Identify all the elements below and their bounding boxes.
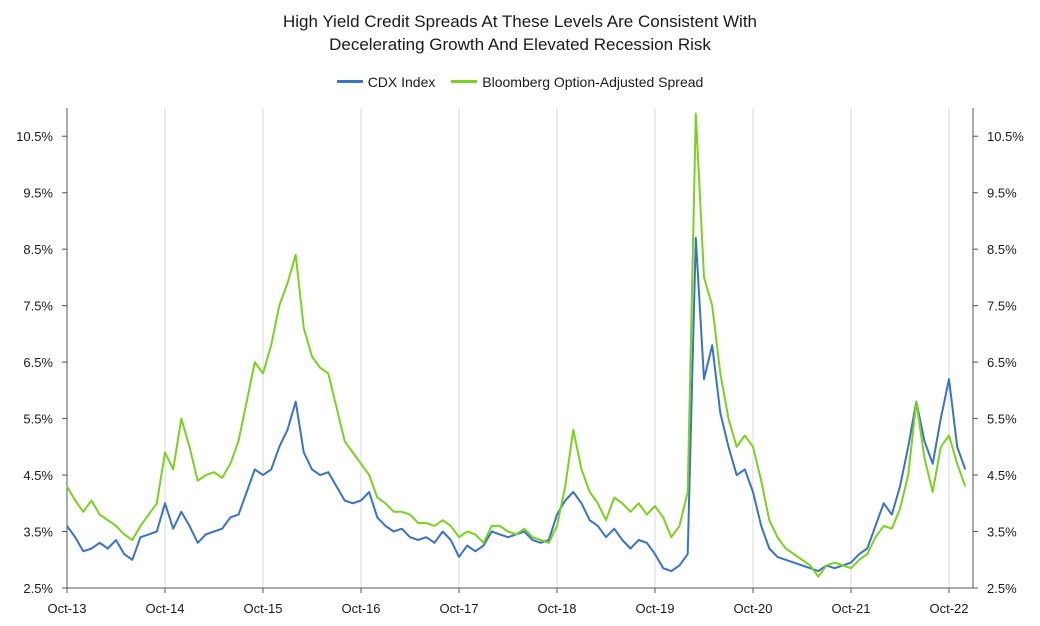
x-tick-label: Oct-15 <box>243 601 282 616</box>
legend-label-bloomberg: Bloomberg Option-Adjusted Spread <box>482 73 704 90</box>
axes <box>62 108 978 589</box>
legend-label-cdx: CDX Index <box>367 73 436 90</box>
x-tick-label: Oct-22 <box>929 601 968 616</box>
y-tick-label-left: 7.5% <box>23 299 53 314</box>
y-tick-label-left: 3.5% <box>23 525 53 540</box>
legend-swatch-bloomberg <box>451 80 478 83</box>
y-tick-label-left: 9.5% <box>23 186 53 201</box>
x-tick-label: Oct-19 <box>635 601 674 616</box>
x-tick-label: Oct-20 <box>733 601 772 616</box>
y-tick-label-left: 8.5% <box>23 242 53 257</box>
y-tick-label-left: 6.5% <box>23 355 53 370</box>
chart-title-line-2: Decelerating Growth And Elevated Recessi… <box>329 35 711 54</box>
x-tick-label: Oct-16 <box>341 601 380 616</box>
y-tick-label-right: 5.5% <box>987 412 1017 427</box>
y-tick-label-right: 8.5% <box>987 242 1017 257</box>
y-tick-label-right: 4.5% <box>987 468 1017 483</box>
legend-item-bloomberg: Bloomberg Option-Adjusted Spread <box>451 74 703 90</box>
x-tick-label: Oct-18 <box>537 601 576 616</box>
chart-title: High Yield Credit Spreads At These Level… <box>0 10 1040 56</box>
series-line-bloomberg-oas <box>66 112 967 578</box>
y-tick-label-right: 9.5% <box>987 186 1017 201</box>
x-tick-label: Oct-13 <box>47 601 86 616</box>
chart-title-line-1: High Yield Credit Spreads At These Level… <box>282 12 758 31</box>
y-tick-label-right: 6.5% <box>987 355 1017 370</box>
y-tick-label-right: 7.5% <box>987 299 1017 314</box>
y-tick-label-right: 2.5% <box>987 581 1017 596</box>
y-tick-label-left: 4.5% <box>23 468 53 483</box>
x-tick-label: Oct-17 <box>439 601 478 616</box>
chart-legend: CDX Index Bloomberg Option-Adjusted Spre… <box>0 70 1040 90</box>
vertical-gridlines <box>66 108 950 593</box>
y-tick-label-left: 5.5% <box>23 412 53 427</box>
legend-item-cdx: CDX Index <box>336 73 436 90</box>
y-tick-label-right: 10.5% <box>987 129 1024 144</box>
y-tick-label-left: 10.5% <box>16 129 53 144</box>
y-axis-left-labels: 2.5% 3.5% 4.5% 5.5% 6.5% 7.5% 8.5% 9.5% 10.5% <box>16 129 53 596</box>
y-tick-label-right: 3.5% <box>987 525 1017 540</box>
series-lines <box>66 112 967 578</box>
y-tick-label-left: 2.5% <box>23 581 53 596</box>
y-axis-right-labels: 2.5% 3.5% 4.5% 5.5% 6.5% 7.5% 8.5% 9.5% 10.5% <box>987 129 1024 596</box>
x-tick-label: Oct-14 <box>145 601 184 616</box>
legend-swatch-cdx <box>336 80 363 83</box>
x-axis-labels: Oct-13 Oct-14 Oct-15 Oct-16 Oct-17 Oct-18 Oct-… <box>47 601 968 616</box>
x-tick-label: Oct-21 <box>831 601 870 616</box>
series-line-cdx-index <box>66 236 967 573</box>
